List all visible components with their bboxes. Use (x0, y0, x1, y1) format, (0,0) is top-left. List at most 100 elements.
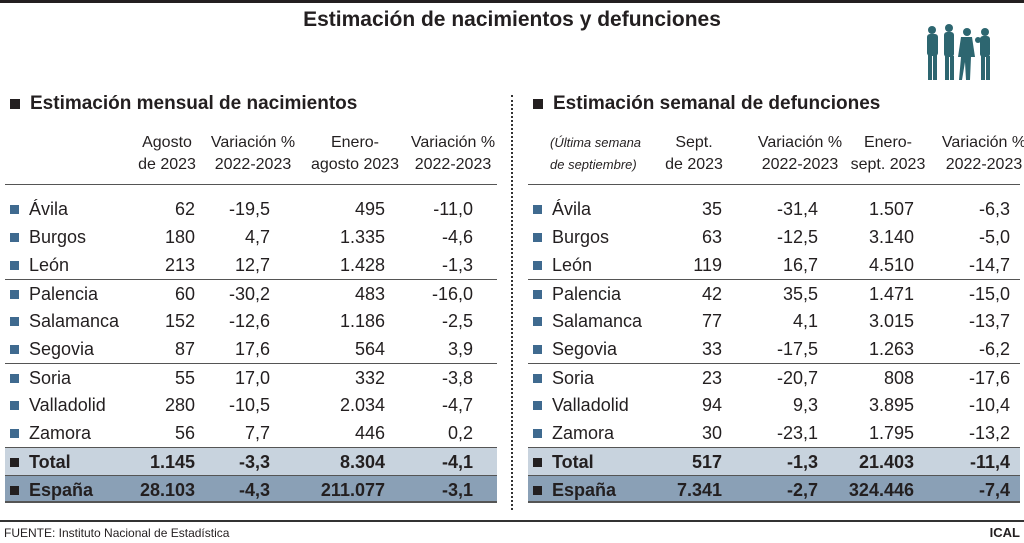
square-bullet-icon (533, 374, 542, 383)
square-bullet-icon (10, 317, 19, 326)
cell-value: 495 (354, 199, 385, 219)
table-row: Soria 55 17,0 332 -3,8 (5, 363, 497, 391)
cell-value: -10,4 (968, 395, 1010, 415)
table-row: Burgos 180 4,7 1.335 -4,6 (5, 223, 497, 251)
cell-value: -12,5 (776, 227, 818, 247)
cell-value: 77 (701, 311, 722, 331)
cell-value: -1,3 (786, 452, 818, 472)
province-label: Segovia (552, 339, 618, 359)
cell-value: -1,3 (441, 255, 473, 275)
table-row: Palencia 42 35,5 1.471 -15,0 (528, 279, 1020, 307)
table-row: Soria 23 -20,7 808 -17,6 (528, 363, 1020, 391)
bottom-rule (0, 520, 1024, 522)
cell-value: 324.446 (848, 480, 914, 500)
square-bullet-icon (10, 429, 19, 438)
table-note: (Última semana de septiembre) (550, 135, 642, 172)
cell-value: -10,5 (228, 395, 270, 415)
cell-value: -3,1 (441, 480, 473, 500)
province-label: Salamanca (552, 311, 643, 331)
province-label: León (552, 255, 593, 275)
table-row: Ávila 35 -31,4 1.507 -6,3 (528, 195, 1020, 223)
cell-value: -30,2 (228, 284, 270, 304)
province-label: Burgos (552, 227, 610, 247)
province-label: Ávila (29, 199, 69, 219)
cell-value: 1.795 (868, 423, 914, 443)
espana-row: España 28.103 -4,3 211.077 -3,1 (5, 475, 497, 503)
square-bullet-icon (10, 290, 19, 299)
cell-value: -4,3 (238, 480, 270, 500)
cell-value: 63 (701, 227, 722, 247)
table-row: Zamora 56 7,7 446 0,2 (5, 419, 497, 447)
births-table: Estimación mensual de nacimientos Agosto … (5, 90, 497, 503)
cell-value: -15,0 (968, 284, 1010, 304)
cell-value: 17,6 (234, 339, 270, 359)
cell-value: 483 (354, 284, 385, 304)
square-bullet-icon (10, 401, 19, 410)
cell-value: 446 (354, 423, 385, 443)
cell-value: 4,1 (792, 311, 818, 331)
table-row: Palencia 60 -30,2 483 -16,0 (5, 279, 497, 307)
table-row: Ávila 62 -19,5 495 -11,0 (5, 195, 497, 223)
cell-value: -5,0 (978, 227, 1010, 247)
cell-value: -16,0 (431, 284, 473, 304)
column-header: Enero- agosto 2023 (310, 134, 400, 173)
cell-value: -6,2 (978, 339, 1010, 359)
cell-value: -20,7 (776, 368, 818, 388)
column-header: Sept. de 2023 (665, 134, 723, 173)
cell-value: -23,1 (776, 423, 818, 443)
total-row: Total 1.145 -3,3 8.304 -4,1 (5, 447, 497, 475)
cell-value: -6,3 (978, 199, 1010, 219)
square-bullet-icon (10, 486, 19, 495)
panel-divider (511, 95, 513, 510)
square-bullet-icon (10, 374, 19, 383)
cell-value: 3.140 (868, 227, 914, 247)
square-bullet-icon (10, 205, 19, 214)
cell-value: -31,4 (776, 199, 818, 219)
cell-value: 3.015 (868, 311, 914, 331)
square-bullet-icon (533, 345, 542, 354)
cell-value: 3.895 (868, 395, 914, 415)
cell-value: -19,5 (228, 199, 270, 219)
province-label: Valladolid (552, 395, 629, 415)
cell-value: -13,7 (968, 311, 1010, 331)
column-header: Variación % 2022-2023 (410, 134, 496, 173)
province-label: Burgos (29, 227, 87, 247)
cell-value: 808 (883, 368, 914, 388)
square-bullet-icon (10, 458, 19, 467)
cell-value: -4,7 (441, 395, 473, 415)
table-row: Zamora 30 -23,1 1.795 -13,2 (528, 419, 1020, 447)
cell-value: 2.034 (339, 395, 385, 415)
cell-value: 56 (174, 423, 195, 443)
cell-value: 23 (701, 368, 722, 388)
cell-value: 60 (174, 284, 195, 304)
cell-value: 4,7 (244, 227, 270, 247)
brand-logo: ICAL (989, 525, 1020, 540)
cell-value: 4.510 (868, 255, 914, 275)
cell-value: -11,0 (433, 199, 473, 219)
square-bullet-icon (533, 99, 543, 109)
province-label: Valladolid (29, 395, 106, 415)
province-label: Palencia (29, 284, 99, 304)
cell-value: -2,5 (441, 311, 473, 331)
cell-value: -3,3 (238, 452, 270, 472)
table-row: Segovia 87 17,6 564 3,9 (5, 335, 497, 363)
cell-value: 9,3 (792, 395, 818, 415)
section-title: Estimación mensual de nacimientos (5, 90, 497, 118)
top-rule (0, 0, 1024, 3)
cell-value: -14,7 (968, 255, 1010, 275)
cell-value: 7,7 (244, 423, 270, 443)
province-label: Total (29, 452, 71, 472)
province-label: España (29, 480, 94, 500)
cell-value: 1.471 (868, 284, 914, 304)
cell-value: 33 (701, 339, 722, 359)
square-bullet-icon (533, 317, 542, 326)
province-label: España (552, 480, 617, 500)
cell-value: 87 (174, 339, 195, 359)
province-label: Total (552, 452, 594, 472)
table-row: Valladolid 280 -10,5 2.034 -4,7 (5, 391, 497, 419)
cell-value: -17,6 (968, 368, 1010, 388)
cell-value: 119 (693, 255, 722, 275)
table-row: León 119 16,7 4.510 -14,7 (528, 251, 1020, 279)
cell-value: 1.263 (868, 339, 914, 359)
square-bullet-icon (533, 233, 542, 242)
